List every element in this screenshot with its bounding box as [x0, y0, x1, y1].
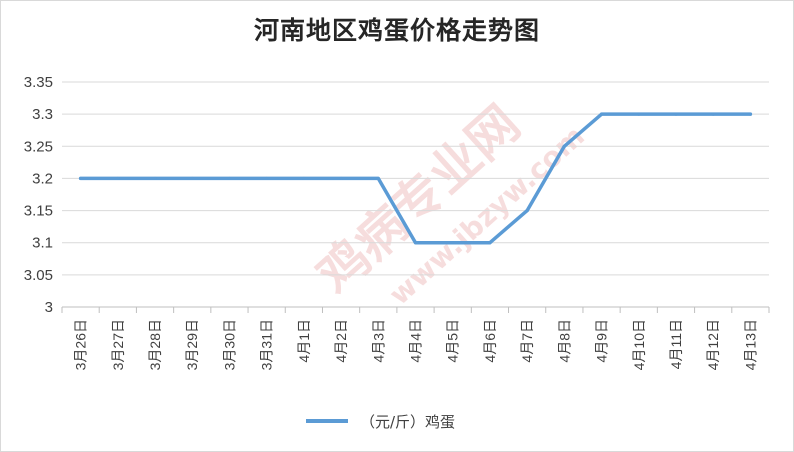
x-tick-label: 4月5日 — [445, 319, 461, 363]
data-point — [116, 176, 120, 181]
data-point — [748, 112, 752, 116]
data-point — [637, 112, 641, 116]
data-point — [562, 144, 566, 148]
data-point — [265, 176, 269, 181]
x-tick-label: 4月9日 — [594, 319, 610, 363]
data-point — [674, 112, 678, 116]
data-point — [302, 176, 306, 181]
data-point — [339, 176, 343, 181]
data-point — [79, 176, 83, 181]
x-tick-label: 4月1日 — [296, 319, 312, 363]
data-point — [599, 112, 604, 116]
x-tick-label: 4月4日 — [408, 319, 424, 363]
y-tick-label: 3.25 — [24, 138, 53, 155]
x-tick-label: 3月28日 — [147, 319, 163, 370]
x-tick-label: 4月10日 — [631, 319, 647, 370]
legend-swatch — [306, 419, 348, 423]
data-point — [711, 112, 715, 116]
x-tick-label: 3月29日 — [184, 319, 200, 370]
data-point — [190, 176, 194, 181]
x-tick-label: 4月8日 — [556, 319, 572, 363]
data-point — [451, 241, 455, 245]
x-tick-label: 3月27日 — [110, 319, 126, 370]
y-tick-label: 3.1 — [32, 235, 53, 252]
x-tick-label: 4月13日 — [742, 319, 758, 370]
y-tick-label: 3.35 — [24, 74, 53, 91]
x-tick-label: 3月26日 — [73, 319, 89, 370]
x-tick-label: 4月2日 — [333, 319, 349, 363]
legend-label: （元/斤）鸡蛋 — [360, 412, 456, 431]
y-tick-label: 3.2 — [32, 170, 53, 187]
legend: （元/斤）鸡蛋 — [306, 411, 455, 431]
x-tick-label: 4月3日 — [370, 319, 386, 363]
x-tick-label: 4月12日 — [705, 319, 721, 370]
data-point — [376, 176, 380, 181]
x-tick-label: 4月6日 — [482, 319, 498, 363]
data-point — [525, 208, 529, 213]
x-tick-label: 4月7日 — [519, 319, 535, 363]
y-tick-label: 3 — [45, 299, 53, 316]
x-tick-label: 3月31日 — [259, 319, 275, 370]
chart-title: 河南地区鸡蛋价格走势图 — [253, 16, 540, 45]
data-point — [413, 241, 418, 245]
y-tick-label: 3.05 — [24, 267, 53, 284]
x-tick-label: 4月11日 — [668, 319, 684, 369]
y-tick-label: 3.3 — [32, 106, 53, 123]
data-point — [488, 241, 492, 245]
y-tick-label: 3.15 — [24, 203, 53, 220]
x-tick-label: 3月30日 — [221, 319, 237, 370]
data-point — [227, 176, 232, 181]
data-point — [153, 176, 157, 181]
